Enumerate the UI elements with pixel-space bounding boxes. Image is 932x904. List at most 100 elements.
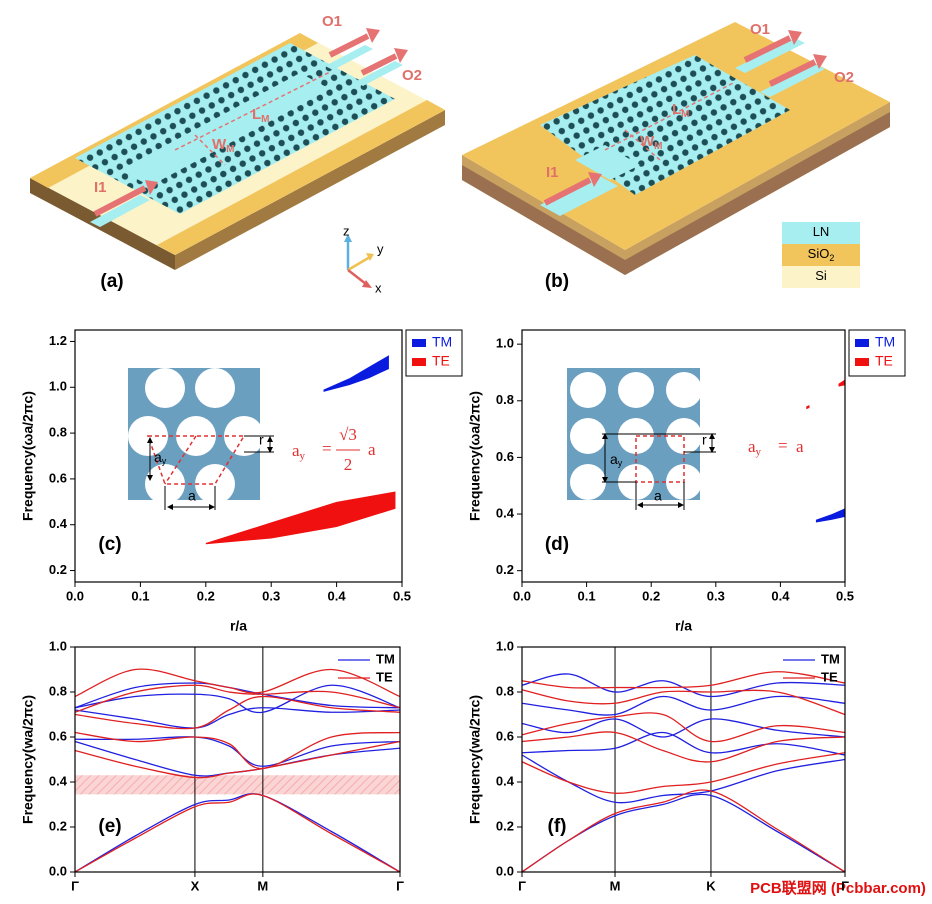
hole	[570, 372, 606, 408]
formula: a	[796, 437, 804, 456]
material-swatch	[782, 244, 860, 266]
gap-region	[806, 405, 810, 410]
label: r	[259, 432, 264, 448]
label: SiO2	[808, 246, 835, 263]
plot	[521, 671, 846, 873]
x-tick-label: 0.4	[328, 588, 347, 603]
sub: y	[300, 450, 306, 462]
y-tick-label: 0.8	[49, 425, 67, 440]
label: r	[702, 432, 707, 448]
plot	[74, 668, 401, 873]
material-swatch	[782, 266, 860, 288]
y-tick-label: 0.6	[496, 728, 514, 743]
x-tick-label: 0.1	[578, 588, 596, 603]
plot-frame	[521, 646, 846, 873]
y-tick-label: 0.2	[496, 818, 514, 833]
sub: M	[654, 141, 662, 152]
length-label: LM	[252, 106, 270, 125]
device-a	[30, 28, 445, 270]
ext	[164, 435, 274, 510]
y-tick-label: 0.0	[49, 863, 67, 878]
gap-region	[815, 508, 845, 523]
legend-label: TE	[432, 353, 450, 369]
axes-icon	[344, 234, 374, 288]
band-line	[74, 731, 401, 770]
label: ay	[154, 449, 167, 467]
band-line	[74, 707, 401, 729]
y-tick-label: 0.4	[49, 516, 68, 531]
legend-label: TE	[376, 669, 393, 684]
y-tick-label: 0.4	[496, 505, 515, 520]
label: a	[654, 488, 662, 504]
band-line	[521, 695, 846, 716]
x-tick-label: M	[257, 878, 268, 893]
legend-label: TM	[875, 334, 895, 350]
legend-label: TE	[875, 353, 893, 369]
panel-label: (e)	[98, 816, 121, 837]
width-label: WM	[212, 136, 235, 155]
y-axis-label: Frequency(ωa/2πc)	[467, 391, 483, 521]
main: a	[292, 441, 300, 460]
legend-box	[405, 329, 463, 377]
formula: 2	[344, 455, 353, 474]
x-tick-label: 0.1	[131, 588, 149, 603]
y-tick-label: 0.2	[49, 562, 67, 577]
x-tick-label: 0.3	[262, 588, 280, 603]
x-tick-label: 0.5	[393, 588, 411, 603]
label: Si	[815, 268, 827, 283]
legend-label: TM	[821, 651, 840, 666]
band-line	[521, 793, 846, 873]
band-line	[521, 712, 846, 743]
band-line	[521, 673, 846, 698]
unit-cell	[635, 435, 685, 483]
y-axis-label: Frequency(wa/2πc)	[20, 695, 36, 824]
band-line	[74, 684, 401, 713]
output-label: O1	[322, 13, 342, 30]
band-line	[521, 731, 846, 763]
x-tick-label: 0.4	[771, 588, 790, 603]
x-tick-label: M	[610, 878, 621, 893]
y-tick-label: 0.8	[49, 683, 67, 698]
main: a	[748, 437, 756, 456]
hole	[666, 418, 702, 454]
y-tick-label: 0.8	[496, 392, 514, 407]
plot-frame	[74, 329, 403, 583]
band-line	[74, 736, 401, 767]
hole	[570, 464, 606, 500]
label: ay	[610, 451, 623, 469]
y-tick-label: 0.6	[49, 728, 67, 743]
plot-frame	[521, 329, 846, 583]
x-tick-label: Γ	[71, 878, 79, 893]
plot-frame	[74, 646, 401, 873]
main: LN	[813, 224, 830, 239]
input-label: I1	[546, 164, 559, 181]
y-tick-label: 1.0	[49, 638, 67, 653]
sub: y	[618, 458, 623, 468]
legend-swatch	[412, 358, 426, 366]
y-tick-label: 1.2	[49, 333, 67, 348]
label: ay	[292, 441, 306, 462]
x-tick-label: X	[191, 878, 200, 893]
y-tick-label: 0.4	[49, 773, 68, 788]
y-tick-label: 1.0	[496, 638, 514, 653]
hole	[666, 372, 702, 408]
y-axis-label: Frequency(wa/2πc)	[467, 695, 483, 824]
x-axis-label: r/a	[230, 618, 247, 634]
main: a	[610, 451, 618, 467]
y-tick-label: 0.6	[496, 449, 514, 464]
unit-cell	[146, 435, 246, 485]
formula: =	[322, 439, 332, 458]
main: a	[154, 449, 162, 465]
x-tick-label: 0.3	[707, 588, 725, 603]
output-label: O1	[750, 21, 770, 38]
band-line	[521, 752, 846, 794]
band-line	[521, 671, 846, 689]
y-tick-label: 0.2	[496, 562, 514, 577]
legend-label: TM	[432, 334, 452, 350]
band-line	[521, 718, 846, 738]
y-tick-label: 1.0	[49, 379, 67, 394]
sub: M	[226, 144, 234, 155]
hole	[195, 368, 235, 408]
main: Si	[815, 268, 827, 283]
